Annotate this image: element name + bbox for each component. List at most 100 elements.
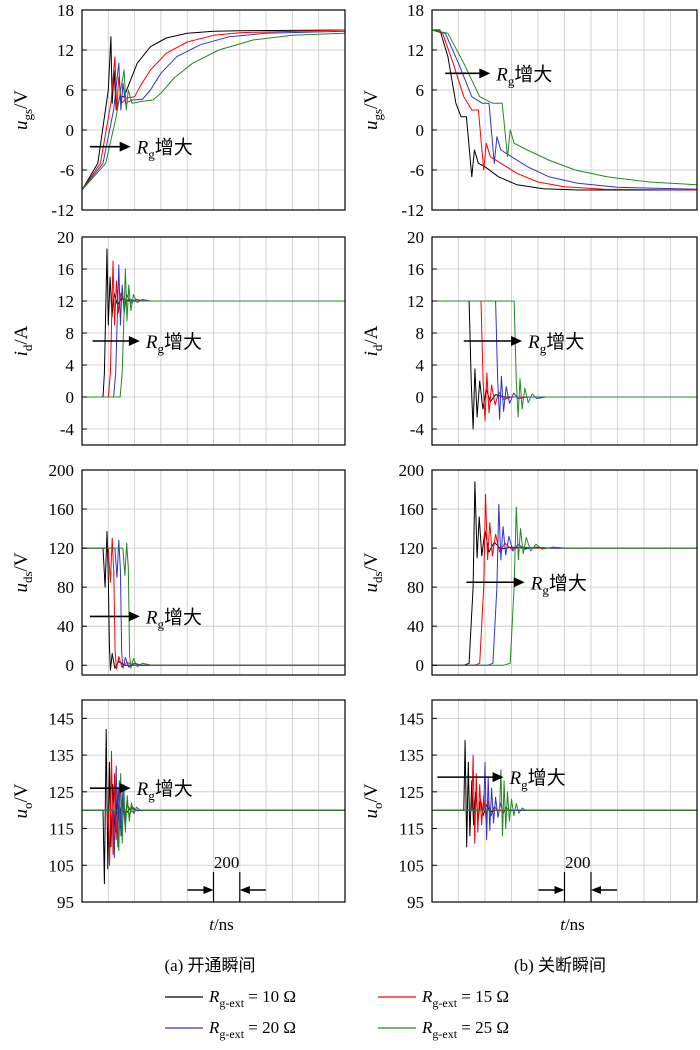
arrow-right-icon xyxy=(554,886,565,894)
grid xyxy=(82,10,345,210)
y-tick-label: 125 xyxy=(49,783,75,802)
series-group xyxy=(432,29,697,191)
annotation-r: R xyxy=(145,607,158,628)
legend-r: R xyxy=(208,987,220,1006)
y-tick-label: 125 xyxy=(399,783,425,802)
arrow-head-icon xyxy=(479,68,491,79)
y-axis-label: ugs/V xyxy=(11,90,35,130)
annotation-rg-increase: Rg增大 xyxy=(89,606,202,631)
y-tick-label: 0 xyxy=(416,388,425,407)
annotation-sub: g xyxy=(148,147,155,162)
arrow-head-icon xyxy=(128,336,140,346)
annotation-label: Rg增大 xyxy=(145,606,202,631)
x-axis-unit: /ns xyxy=(565,915,585,934)
legend-label: Rg-ext = 20 Ω xyxy=(208,1018,296,1041)
y-tick-label: 0 xyxy=(66,388,75,407)
y-axis-label: id/A xyxy=(11,325,35,356)
arrow-head-icon xyxy=(119,783,131,794)
annotation-text: 增大 xyxy=(514,63,552,85)
annotation-sub: g xyxy=(157,341,164,356)
series-line-2 xyxy=(432,493,697,666)
annotation-r: R xyxy=(527,332,540,353)
annotation-rg-increase: Rg增大 xyxy=(92,331,202,356)
y-tick-label: 20 xyxy=(57,228,74,247)
legend-label: Rg-ext = 25 Ω xyxy=(421,1018,509,1041)
y-tick-label: 200 xyxy=(49,461,75,480)
grid xyxy=(432,700,697,902)
annotation-rg-increase: Rg增大 xyxy=(445,63,552,88)
series-line-3 xyxy=(432,29,697,190)
annotation-text: 增大 xyxy=(155,778,193,800)
y-axis-unit: /V xyxy=(11,783,32,802)
y-tick-label: 16 xyxy=(57,260,74,279)
y-axis-label: uo/V xyxy=(11,783,35,818)
legend-value: = 10 Ω xyxy=(244,987,296,1006)
y-tick-label: 80 xyxy=(57,578,74,597)
arrow-head-icon xyxy=(513,577,525,588)
legend-item-1: Rg-ext = 10 Ω xyxy=(165,987,296,1010)
legend-r: R xyxy=(208,1018,220,1037)
scale-bar: 200 xyxy=(187,853,266,902)
legend-item-4: Rg-ext = 25 Ω xyxy=(378,1018,509,1041)
series-line-1 xyxy=(432,739,697,848)
caption-b: (b) 关断瞬间 xyxy=(514,956,606,975)
y-tick-label: -6 xyxy=(60,161,74,180)
grid xyxy=(82,700,345,902)
plot-frame xyxy=(81,9,346,211)
annotation-sub: g xyxy=(148,788,155,803)
y-axis-unit: /A xyxy=(361,325,382,344)
y-tick-label: 0 xyxy=(66,656,75,675)
annotation-text: 增大 xyxy=(164,606,202,628)
annotation-r: R xyxy=(530,573,543,594)
chart-panel-a3: 0 40 80 120 160 200 uds/V Rg增大 xyxy=(11,461,346,676)
y-tick-label: 115 xyxy=(49,820,74,839)
annotation-r: R xyxy=(145,332,158,353)
legend-item-3: Rg-ext = 20 Ω xyxy=(165,1018,296,1041)
y-tick-label: 12 xyxy=(57,41,74,60)
legend-sub: g-ext xyxy=(432,996,457,1010)
y-tick-label: 12 xyxy=(407,41,424,60)
y-axis: 0 40 80 120 160 200 xyxy=(399,461,437,675)
annotation-rg-increase: Rg增大 xyxy=(437,767,566,792)
y-tick-label: 120 xyxy=(49,539,75,558)
annotation-sub: g xyxy=(157,616,164,631)
series-line-4 xyxy=(82,542,345,669)
series-line-4 xyxy=(432,506,697,666)
annotation-rg-increase: Rg增大 xyxy=(463,331,584,356)
y-axis-label: uo/V xyxy=(361,783,385,818)
y-axis-unit: /V xyxy=(361,90,382,109)
series-group xyxy=(82,29,345,191)
series-group xyxy=(432,481,697,666)
y-tick-label: 120 xyxy=(399,539,425,558)
y-tick-label: 145 xyxy=(399,709,425,728)
y-tick-label: 135 xyxy=(49,746,75,765)
y-axis-subscript: o xyxy=(370,803,385,810)
y-axis-symbol: i xyxy=(11,351,32,356)
chart-panel-b4: 95 105 115 125 135 145 uo/V Rg增大 200 t/ns xyxy=(361,699,698,934)
annotation-sub: g xyxy=(542,582,549,597)
y-tick-label: 200 xyxy=(399,461,425,480)
y-axis: -12 -6 0 6 12 18 xyxy=(51,1,87,220)
y-tick-label: 95 xyxy=(57,893,74,912)
y-tick-label: 40 xyxy=(407,617,424,636)
legend-value: = 25 Ω xyxy=(457,1018,509,1037)
y-axis-subscript: gs xyxy=(370,109,385,121)
annotation-label: Rg增大 xyxy=(509,767,566,792)
legend-sub: g-ext xyxy=(219,996,244,1010)
y-tick-label: -4 xyxy=(410,420,425,439)
y-tick-label: 18 xyxy=(57,1,74,20)
annotation-label: Rg增大 xyxy=(530,572,587,597)
y-axis: 95 105 115 125 135 145 xyxy=(49,709,87,912)
y-tick-label: 105 xyxy=(49,856,75,875)
y-tick-label: 4 xyxy=(416,356,425,375)
y-axis: 95 105 115 125 135 145 xyxy=(399,709,437,912)
y-tick-label: 0 xyxy=(416,121,425,140)
arrow-left-icon xyxy=(239,886,250,894)
series-line-1 xyxy=(82,29,345,191)
series-group xyxy=(82,248,345,398)
annotation-r: R xyxy=(136,138,149,159)
legend-label: Rg-ext = 15 Ω xyxy=(421,987,509,1010)
y-axis-symbol: i xyxy=(361,351,382,356)
